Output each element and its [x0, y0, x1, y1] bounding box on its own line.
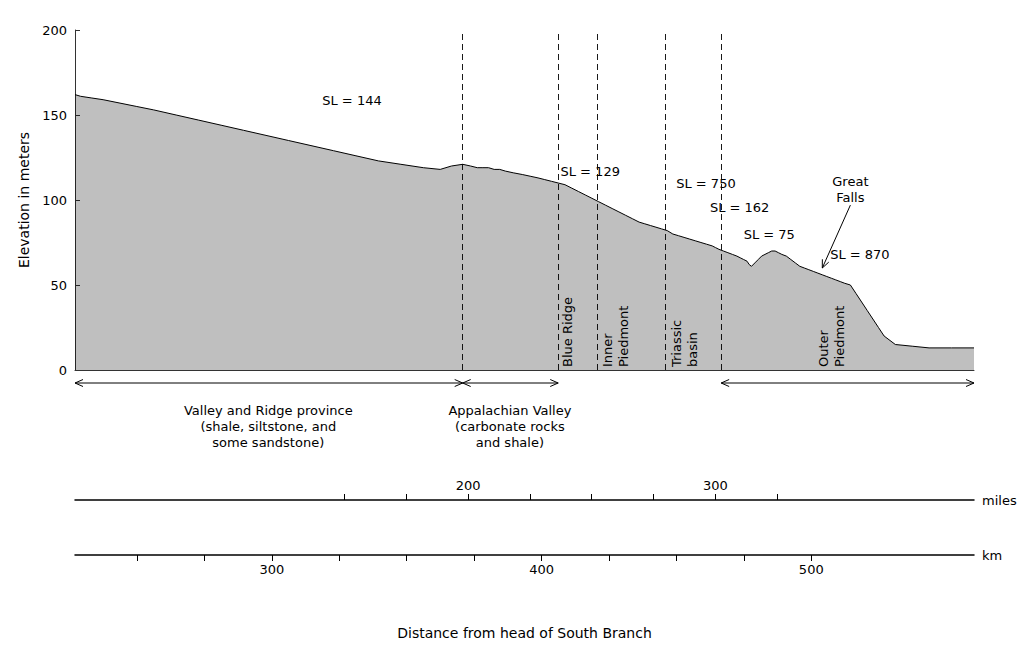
svg-text:300: 300: [259, 562, 284, 577]
svg-text:km: km: [982, 548, 1002, 563]
svg-text:Inner: Inner: [600, 333, 615, 367]
svg-text:SL = 144: SL = 144: [322, 93, 381, 108]
svg-text:Falls: Falls: [836, 190, 864, 205]
svg-text:Great: Great: [832, 174, 868, 189]
svg-text:miles: miles: [982, 493, 1017, 508]
svg-text:Blue Ridge: Blue Ridge: [560, 297, 575, 367]
svg-text:SL = 162: SL = 162: [710, 200, 769, 215]
svg-text:and shale): and shale): [476, 435, 544, 450]
svg-text:200: 200: [456, 478, 481, 493]
svg-text:500: 500: [799, 562, 824, 577]
svg-text:(carbonate rocks: (carbonate rocks: [455, 419, 565, 434]
svg-text:100: 100: [42, 193, 67, 208]
svg-text:0: 0: [59, 363, 67, 378]
svg-text:Elevation in meters: Elevation in meters: [16, 132, 32, 268]
svg-text:Triassic: Triassic: [669, 320, 684, 368]
svg-text:SL = 750: SL = 750: [676, 176, 735, 191]
svg-text:SL = 129: SL = 129: [560, 164, 619, 179]
svg-text:SL = 870: SL = 870: [830, 247, 889, 262]
svg-text:Outer: Outer: [816, 329, 831, 367]
svg-text:400: 400: [529, 562, 554, 577]
svg-text:Appalachian Valley: Appalachian Valley: [448, 403, 571, 418]
svg-text:Valley and Ridge province: Valley and Ridge province: [184, 403, 353, 418]
svg-text:Distance from head of South Br: Distance from head of South Branch: [397, 625, 652, 641]
svg-text:Piedmont: Piedmont: [832, 306, 847, 367]
svg-text:300: 300: [703, 478, 728, 493]
svg-text:(shale, siltstone, and: (shale, siltstone, and: [200, 419, 336, 434]
svg-text:SL = 75: SL = 75: [744, 227, 795, 242]
svg-text:50: 50: [50, 278, 67, 293]
svg-text:150: 150: [42, 108, 67, 123]
svg-text:basin: basin: [685, 332, 700, 367]
svg-text:Piedmont: Piedmont: [616, 306, 631, 367]
svg-text:some sandstone): some sandstone): [212, 435, 324, 450]
svg-text:200: 200: [42, 23, 67, 38]
